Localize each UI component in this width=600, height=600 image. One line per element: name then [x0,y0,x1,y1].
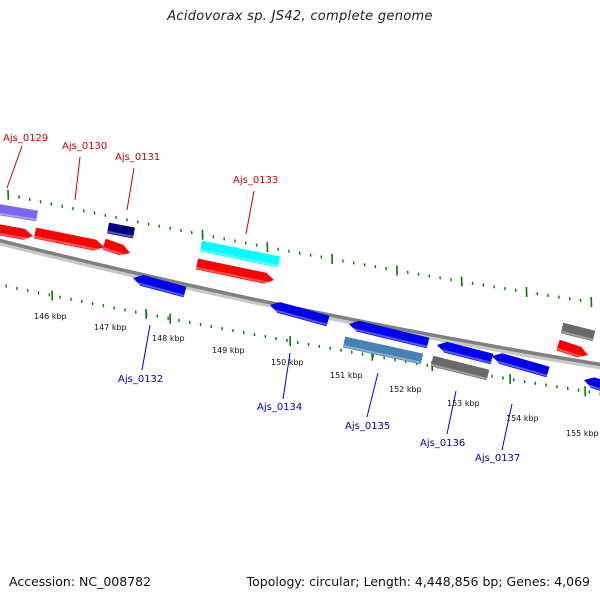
gene-feature-0135a-body [349,320,430,349]
gene-feature-0134-body [270,302,330,327]
gene-feature-0129 [0,204,38,222]
gene-feature-0129-body [0,204,38,222]
backbone [0,238,600,367]
scale-label: 152 kbp [389,385,422,394]
bottom-label-leader [446,390,457,435]
genome-summary-text: Topology: circular; Length: 4,448,856 bp… [246,574,590,589]
gene-feature-0136 [430,355,490,381]
gene-feature-0134 [268,302,330,327]
scale-label: 154 kbp [506,414,539,423]
scale-label: 155 kbp [566,429,599,438]
gene-feature-0136a-body [437,341,494,365]
gene-labels: Ajs_0129 Ajs_0130 Ajs_0131 Ajs_0133 Ajs_0132… [3,133,520,464]
gene-feature-0136a-shine [435,347,492,364]
gene-feature-0135-shine [342,344,422,364]
top-label-leader [74,156,81,201]
gene-feature-0131-shine [107,230,134,238]
map-title: Acidovorax sp. JS42, complete genome [167,9,433,24]
accession-text: Accession: NC_008782 [9,574,152,589]
gene-feature-0132 [131,275,187,298]
gene-feature-red-d-shine [196,266,274,285]
gene-feature-0136a [435,341,494,365]
bottom-label-leader [282,352,291,400]
bottom-label-leader [366,372,379,418]
scale-label: 151 kbp [330,371,363,380]
gene-feature-blue-end-shine [582,382,600,390]
gene-feature-red-c [102,238,130,258]
label-leaders [6,145,513,451]
gene-feature-0135-body [342,336,424,365]
gene-feature-red-b-body [33,227,104,251]
gene-feature-0135 [342,336,424,365]
gene-feature-red-d [195,258,274,285]
gene-feature-0135a [347,320,430,349]
gene-label-top: Ajs_0130 [62,141,107,152]
top-label-leader [245,190,255,235]
gene-label-bottom: Ajs_0137 [475,453,520,464]
gene-label-top: Ajs_0131 [115,152,160,163]
gene-feature-0132-body [133,275,187,298]
gene-label-bottom: Ajs_0132 [118,374,163,385]
gene-feature-blue-end-body [584,377,600,391]
gene-feature-red-c-body [102,238,130,256]
gene-feature-0136-body [430,355,490,381]
scale-labels: 146 kbp 147 kbp 148 kbp 149 kbp 150 kbp 151 k… [34,312,599,438]
gene-feature-0132-shine [131,280,185,297]
scale-label: 153 kbp [447,399,480,408]
gene-feature-0134-shine [268,307,328,326]
gene-feature-0133-body [199,240,281,268]
gene-feature-red-a-body [0,224,33,240]
bottom-label-leader [141,324,151,371]
gene-feature-0137-shine [490,358,548,377]
gene-label-top: Ajs_0129 [3,133,48,144]
gene-label-top: Ajs_0133 [233,175,278,186]
scale-label: 149 kbp [212,346,245,355]
gene-label-bottom: Ajs_0136 [420,438,465,449]
gene-feature-gray-end-shine [560,330,594,341]
gene-feature-red-c-shine [102,246,130,258]
gene-feature-red-end-body [556,339,588,358]
gene-feature-red-end-shine [556,347,588,360]
gene-feature-blue-end [582,377,600,391]
feature-track [0,204,600,391]
scale-label: 148 kbp [152,334,185,343]
gene-feature-0135a-shine [347,326,428,348]
scale-label: 150 kbp [271,358,304,367]
gene-feature-0129-shine [0,212,37,221]
top-label-leader [126,167,135,211]
gene-feature-0137-body [492,353,550,378]
gene-feature-0131 [107,222,135,239]
gene-feature-red-end [556,339,588,360]
gene-feature-red-b-shine [34,235,104,252]
gene-feature-red-a [0,224,33,241]
gene-feature-red-a-shine [0,232,33,241]
inner-tick-track [5,284,600,397]
gene-feature-0131-body [107,222,135,239]
outer-tick-track [7,189,593,308]
gene-feature-gray-end-body [560,322,596,342]
scale-label: 146 kbp [34,312,67,321]
gene-feature-0137 [490,353,550,378]
gene-label-bottom: Ajs_0135 [345,421,390,432]
gene-feature-0133 [199,240,281,268]
gene-feature-0133-shine [200,248,279,267]
top-label-leader [6,145,23,189]
scale-label: 147 kbp [94,323,127,332]
gene-feature-red-d-body [195,258,274,284]
gene-feature-gray-end [560,322,596,342]
gene-feature-red-b [33,227,104,252]
bottom-label-leader [501,403,513,451]
gene-label-bottom: Ajs_0134 [257,402,302,413]
gene-feature-0136-shine [430,363,488,380]
